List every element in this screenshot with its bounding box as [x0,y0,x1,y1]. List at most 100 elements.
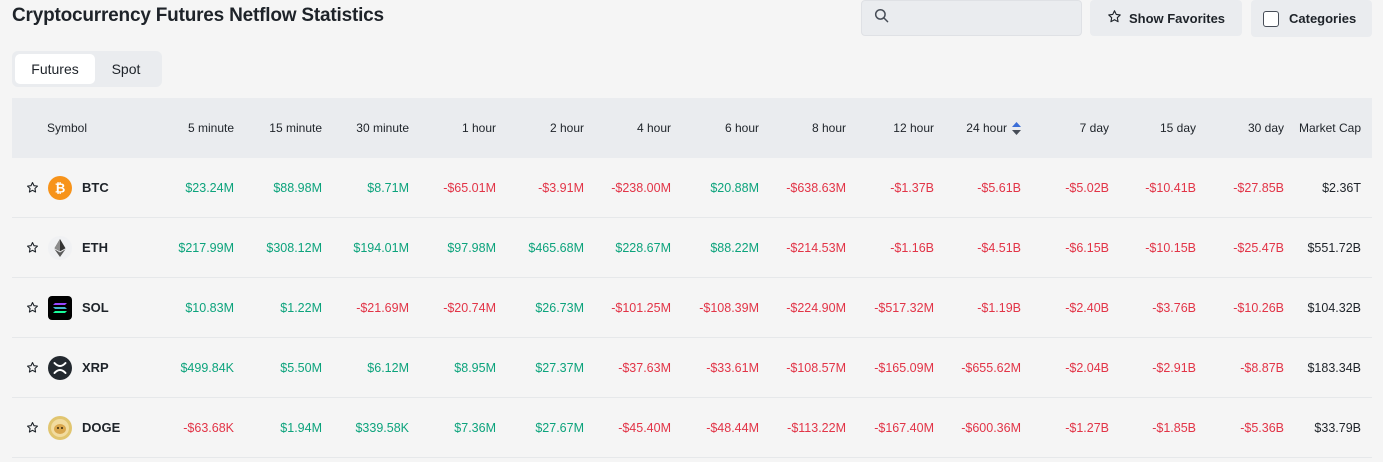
column-header-label: 8 hour [811,121,846,135]
netflow-value: $1.22M [280,300,322,315]
column-header-label: 24 hour [966,121,1007,135]
column-header-label: Symbol [47,121,88,135]
table-row[interactable]: ₿ BTC $23.24M $88.98M $8.71M -$65.01M -$3.91M -… [12,158,1372,218]
column-header-30-minute[interactable]: 30 minute [356,98,409,158]
netflow-value: $7.36M [454,420,496,435]
netflow-value: -$2.91B [1152,360,1196,375]
column-header-15-day[interactable]: 15 day [1160,98,1196,158]
eth-icon [48,235,72,260]
netflow-value: $97.98M [447,240,496,255]
symbol-cell: SOL [26,278,109,337]
column-header-24-hour[interactable]: 24 hour [966,98,1021,158]
btc-icon: ₿ [48,175,72,200]
netflow-value: -$6.15B [1065,240,1109,255]
column-header-label: 15 minute [269,121,322,135]
netflow-value: -$2.04B [1065,360,1109,375]
netflow-value: -$655.62M [961,360,1021,375]
netflow-value: $465.68M [528,240,584,255]
netflow-value: $26.73M [535,300,584,315]
favorite-star-icon[interactable] [26,421,39,434]
column-header-label: Market Cap [1298,121,1361,135]
star-outline-icon [1107,9,1122,27]
show-favorites-button[interactable]: Show Favorites [1090,0,1242,36]
netflow-value: $20.88M [710,180,759,195]
xrp-icon [48,355,72,380]
column-header-label: 4 hour [636,121,671,135]
symbol-cell: ₿ BTC [26,158,109,217]
netflow-value: -$108.39M [699,300,759,315]
column-header-label: 30 day [1247,121,1284,135]
favorite-star-icon[interactable] [26,241,39,254]
tab-futures[interactable]: Futures [15,54,95,84]
netflow-value: $8.95M [454,360,496,375]
netflow-value: -$3.76B [1152,300,1196,315]
netflow-value: -$1.19B [977,300,1021,315]
netflow-value: $8.71M [367,180,409,195]
netflow-value: $1.94M [280,420,322,435]
netflow-value: $217.99M [178,240,234,255]
column-header-7-day[interactable]: 7 day [1080,98,1109,158]
netflow-value: -$25.47B [1233,240,1284,255]
show-favorites-label: Show Favorites [1128,10,1226,26]
netflow-value: -$113.22M [787,420,846,435]
favorite-star-icon[interactable] [26,181,39,194]
symbol-cell: DOGE [26,398,120,457]
column-header-symbol: Symbol [47,98,87,158]
netflow-value: -$48.44M [706,420,759,435]
netflow-table: Symbol 5 minute 15 minute 30 minute 1 hour 2 … [12,98,1372,458]
column-header-5-minute[interactable]: 5 minute [188,98,234,158]
column-header-12-hour[interactable]: 12 hour [893,98,934,158]
favorite-star-icon[interactable] [26,361,39,374]
netflow-value: -$1.37B [890,180,934,195]
search-box[interactable] [861,0,1082,36]
symbol-name: XRP [82,360,109,375]
symbol-name: BTC [82,180,109,195]
categories-checkbox[interactable] [1263,10,1279,27]
netflow-value: $88.22M [710,240,759,255]
column-header-market-cap[interactable]: Market Cap [1299,98,1361,158]
column-header-2-hour[interactable]: 2 hour [550,98,584,158]
tab-spot[interactable]: Spot [111,61,141,77]
symbol-cell: ETH [26,218,108,277]
symbol-name: DOGE [82,420,121,435]
netflow-value: -$20.74M [443,300,496,315]
market-cap-value: $33.79B [1314,420,1361,435]
table-row[interactable]: XRP $499.84K $5.50M $6.12M $8.95M $27.37M -$37… [12,338,1372,398]
netflow-value: $339.58K [355,420,409,435]
column-header-6-hour[interactable]: 6 hour [725,98,759,158]
symbol-name: ETH [82,240,108,255]
column-header-30-day[interactable]: 30 day [1248,98,1284,158]
favorite-star-icon[interactable] [26,301,39,314]
netflow-value: -$37.63M [618,360,671,375]
netflow-value: -$33.61M [706,360,759,375]
search-icon [874,8,889,28]
table-row[interactable]: ETH $217.99M $308.12M $194.01M $97.98M $465.6… [12,218,1372,278]
netflow-value: -$1.85B [1152,420,1196,435]
netflow-value: -$65.01M [443,180,496,195]
search-input[interactable] [897,9,1071,27]
netflow-value: $5.50M [280,360,322,375]
categories-button[interactable]: Categories [1251,0,1372,37]
column-header-15-minute[interactable]: 15 minute [269,98,322,158]
netflow-value: -$45.40M [618,420,671,435]
netflow-value: -$1.27B [1065,420,1109,435]
column-header-4-hour[interactable]: 4 hour [637,98,671,158]
netflow-value: -$5.61B [977,180,1021,195]
netflow-value: -$5.36B [1240,420,1284,435]
sort-icon[interactable] [1012,121,1021,135]
column-header-1-hour[interactable]: 1 hour [462,98,496,158]
netflow-value: $27.67M [535,420,584,435]
doge-icon [48,415,72,440]
market-cap-value: $551.72B [1307,240,1361,255]
netflow-value: -$165.09M [874,360,934,375]
table-row[interactable]: SOL $10.83M $1.22M -$21.69M -$20.74M $26.73M -… [12,278,1372,338]
netflow-value: -$10.15B [1145,240,1196,255]
table-row[interactable]: DOGE -$63.68K $1.94M $339.58K $7.36M $27.67M -… [12,398,1372,458]
sol-icon [48,295,72,320]
market-cap-value: $2.36T [1322,180,1361,195]
netflow-value: -$8.87B [1240,360,1284,375]
column-header-label: 2 hour [549,121,584,135]
netflow-value: -$108.57M [786,360,846,375]
column-header-8-hour[interactable]: 8 hour [812,98,846,158]
netflow-value: -$600.36M [961,420,1021,435]
